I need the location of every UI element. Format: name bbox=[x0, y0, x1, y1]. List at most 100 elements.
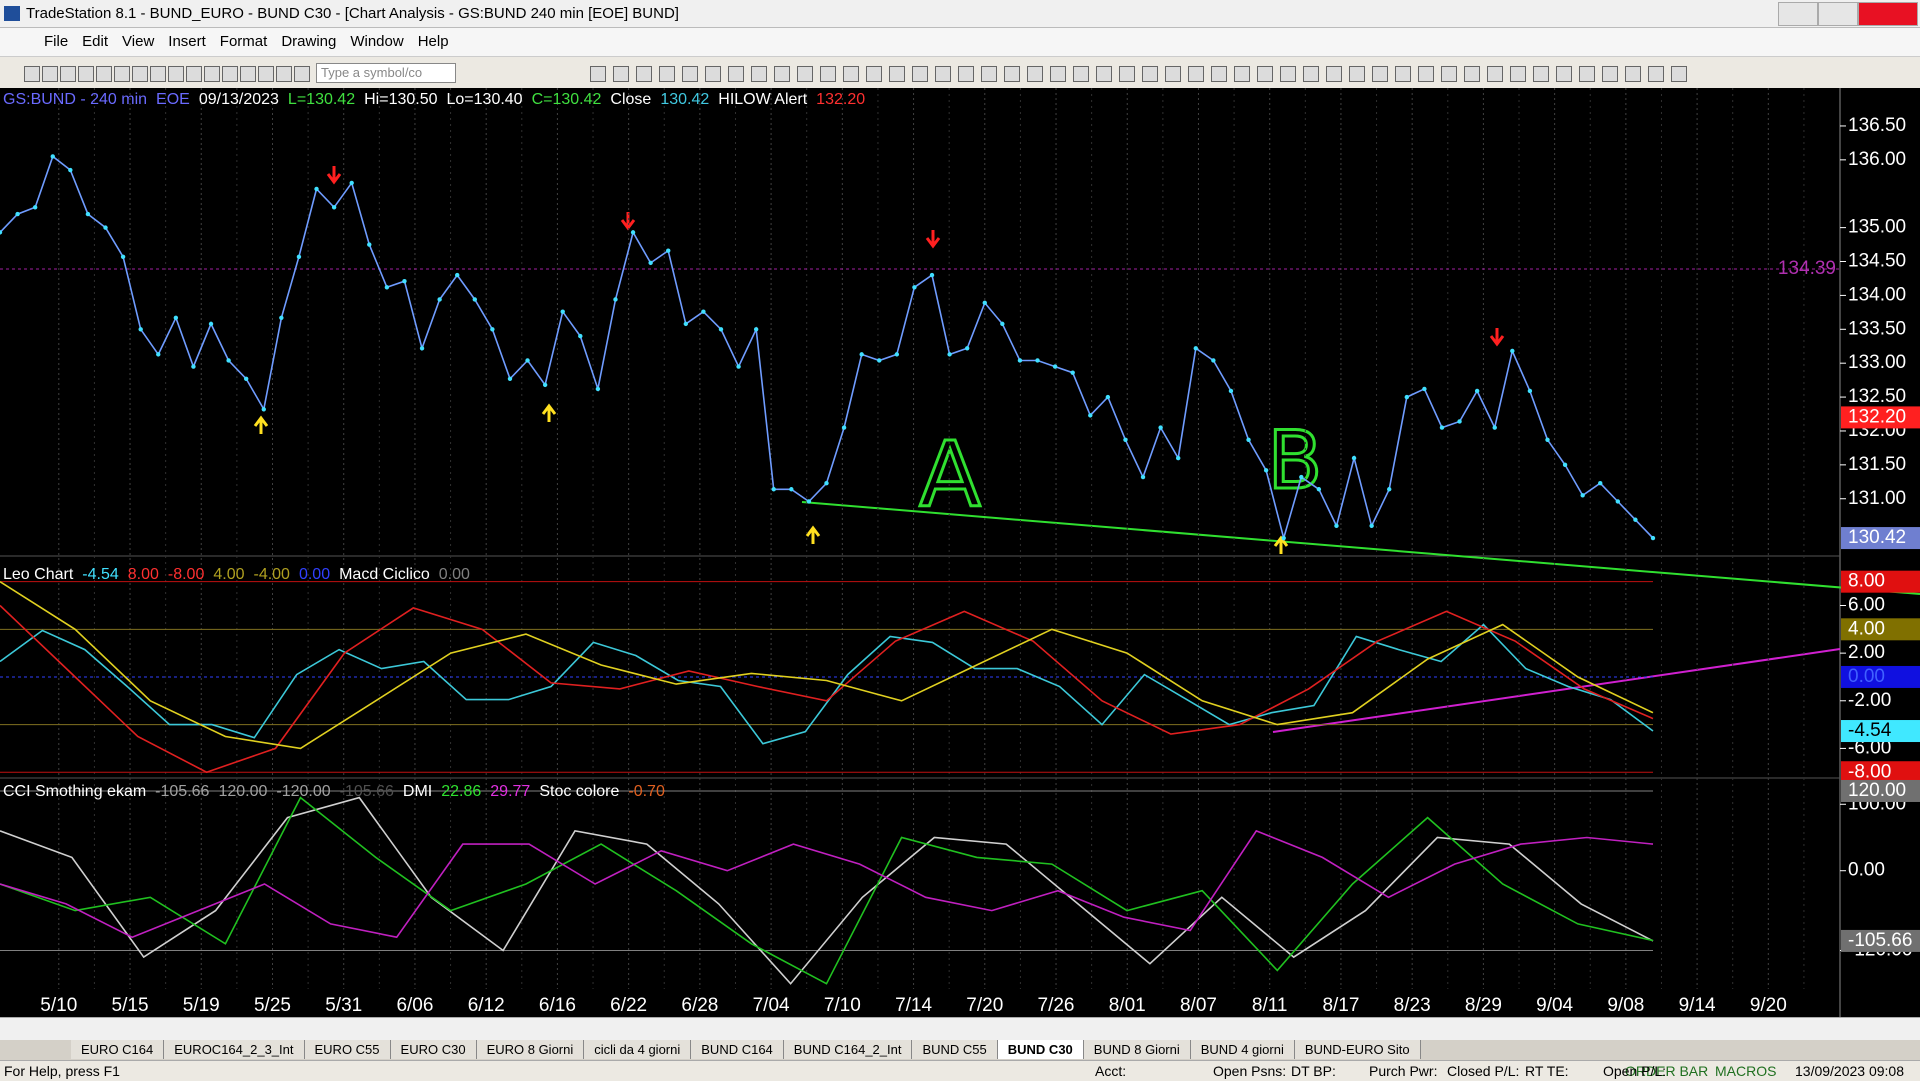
toolbar-icon[interactable] bbox=[1073, 66, 1089, 82]
toolbar-icon[interactable] bbox=[843, 66, 859, 82]
y-tick-label: -2.00 bbox=[1848, 690, 1891, 711]
toolbar-icon[interactable] bbox=[1165, 66, 1181, 82]
menu-item[interactable]: Edit bbox=[82, 33, 109, 50]
toolbar-icon[interactable] bbox=[1556, 66, 1572, 82]
toolbar-icon[interactable] bbox=[1234, 66, 1250, 82]
toolbar-icon[interactable] bbox=[1625, 66, 1641, 82]
toolbar-icon[interactable] bbox=[1418, 66, 1434, 82]
toolbar-icon[interactable] bbox=[1280, 66, 1296, 82]
toolbar-icon[interactable] bbox=[1648, 66, 1664, 82]
toolbar-icon[interactable] bbox=[258, 66, 274, 82]
toolbar-icon[interactable] bbox=[114, 66, 130, 82]
toolbar-icon[interactable] bbox=[186, 66, 202, 82]
toolbar-icon[interactable] bbox=[24, 66, 40, 82]
toolbar-icon[interactable] bbox=[240, 66, 256, 82]
tab[interactable]: cicli da 4 giorni bbox=[584, 1040, 692, 1059]
menu-item[interactable]: Window bbox=[350, 33, 404, 50]
header-item: 130.42 bbox=[660, 91, 710, 108]
toolbar-icon[interactable] bbox=[1211, 66, 1227, 82]
price-point bbox=[226, 358, 231, 363]
tab[interactable]: EUROC164_2_3_Int bbox=[164, 1040, 305, 1059]
tab[interactable]: EURO 8 Giorni bbox=[476, 1040, 585, 1059]
toolbar-icon[interactable] bbox=[276, 66, 292, 82]
status-field: RT TE: bbox=[1525, 1063, 1569, 1079]
status-field: Open Psns: bbox=[1213, 1063, 1287, 1079]
toolbar-icon[interactable] bbox=[1579, 66, 1595, 82]
toolbar-icon[interactable] bbox=[1303, 66, 1319, 82]
toolbar-icon[interactable] bbox=[751, 66, 767, 82]
toolbar-icon[interactable] bbox=[1441, 66, 1457, 82]
toolbar-icon[interactable] bbox=[981, 66, 997, 82]
tab[interactable]: BUND-EURO Sito bbox=[1294, 1040, 1421, 1059]
order-bar[interactable]: ORDER BAR bbox=[1625, 1063, 1709, 1079]
toolbar-icon[interactable] bbox=[1004, 66, 1020, 82]
toolbar-icon[interactable] bbox=[1395, 66, 1411, 82]
toolbar-icon[interactable] bbox=[1602, 66, 1618, 82]
toolbar-icon[interactable] bbox=[204, 66, 220, 82]
toolbar-icon[interactable] bbox=[1464, 66, 1480, 82]
toolbar-icon[interactable] bbox=[1119, 66, 1135, 82]
toolbar-icon[interactable] bbox=[1027, 66, 1043, 82]
toolbar-icon[interactable] bbox=[1142, 66, 1158, 82]
toolbar-icon[interactable] bbox=[682, 66, 698, 82]
tab[interactable]: EURO C164 bbox=[71, 1040, 165, 1059]
toolbar-icon[interactable] bbox=[889, 66, 905, 82]
toolbar-icon[interactable] bbox=[1349, 66, 1365, 82]
toolbar-icon[interactable] bbox=[1533, 66, 1549, 82]
toolbar-icon[interactable] bbox=[1326, 66, 1342, 82]
toolbar-icon[interactable] bbox=[1257, 66, 1273, 82]
toolbar-icon[interactable] bbox=[912, 66, 928, 82]
toolbar-icon[interactable] bbox=[78, 66, 94, 82]
toolbar-icon[interactable] bbox=[1096, 66, 1112, 82]
toolbar-icon[interactable] bbox=[150, 66, 166, 82]
toolbar-icon[interactable] bbox=[935, 66, 951, 82]
menu-item[interactable]: Format bbox=[219, 33, 268, 50]
toolbar-icon[interactable] bbox=[168, 66, 184, 82]
menu-item[interactable]: Insert bbox=[168, 33, 206, 50]
menu-item[interactable]: Drawing bbox=[281, 33, 337, 50]
x-tick-label: 6/06 bbox=[396, 995, 433, 1016]
y-tick-label: -6.00 bbox=[1848, 737, 1891, 758]
toolbar-icon[interactable] bbox=[1188, 66, 1204, 82]
toolbar-icon[interactable] bbox=[1372, 66, 1388, 82]
symbol-input[interactable]: Type a symbol/co bbox=[316, 63, 456, 83]
toolbar-icon[interactable] bbox=[705, 66, 721, 82]
menu-item[interactable]: View bbox=[122, 33, 155, 50]
tab[interactable]: BUND 8 Giorni bbox=[1083, 1040, 1191, 1059]
toolbar-icon[interactable] bbox=[866, 66, 882, 82]
horizontal-scrollbar[interactable] bbox=[0, 1017, 1920, 1040]
toolbar-icon[interactable] bbox=[728, 66, 744, 82]
macros[interactable]: MACROS bbox=[1715, 1063, 1777, 1079]
menu-item[interactable]: File bbox=[44, 33, 69, 50]
toolbar-icon[interactable] bbox=[820, 66, 836, 82]
tab[interactable]: EURO C55 bbox=[304, 1040, 391, 1059]
toolbar-icon[interactable] bbox=[294, 66, 310, 82]
tab[interactable]: BUND C164 bbox=[691, 1040, 784, 1059]
toolbar-icon[interactable] bbox=[42, 66, 58, 82]
minimize-button[interactable] bbox=[1778, 2, 1818, 26]
toolbar-icon[interactable] bbox=[613, 66, 629, 82]
toolbar-icon[interactable] bbox=[1510, 66, 1526, 82]
toolbar-icon[interactable] bbox=[60, 66, 76, 82]
toolbar-icon[interactable] bbox=[958, 66, 974, 82]
tab[interactable]: BUND C164_2_Int bbox=[783, 1040, 913, 1059]
toolbar-icon[interactable] bbox=[659, 66, 675, 82]
toolbar-icon[interactable] bbox=[774, 66, 790, 82]
toolbar-icon[interactable] bbox=[1050, 66, 1066, 82]
toolbar-icon[interactable] bbox=[96, 66, 112, 82]
tab[interactable]: EURO C30 bbox=[390, 1040, 477, 1059]
tab[interactable]: BUND 4 giorni bbox=[1190, 1040, 1295, 1059]
maximize-button[interactable] bbox=[1818, 2, 1858, 26]
toolbar-icon[interactable] bbox=[1487, 66, 1503, 82]
tab[interactable]: BUND C30 bbox=[997, 1040, 1084, 1059]
toolbar-icon[interactable] bbox=[636, 66, 652, 82]
tab[interactable]: BUND C55 bbox=[912, 1040, 998, 1059]
toolbar-icon[interactable] bbox=[590, 66, 606, 82]
close-button[interactable] bbox=[1858, 2, 1918, 26]
toolbar-icon[interactable] bbox=[222, 66, 238, 82]
toolbar-icon[interactable] bbox=[132, 66, 148, 82]
toolbar-icon[interactable] bbox=[797, 66, 813, 82]
price-point bbox=[806, 499, 812, 504]
menu-item[interactable]: Help bbox=[417, 33, 449, 50]
toolbar-icon[interactable] bbox=[1671, 66, 1687, 82]
